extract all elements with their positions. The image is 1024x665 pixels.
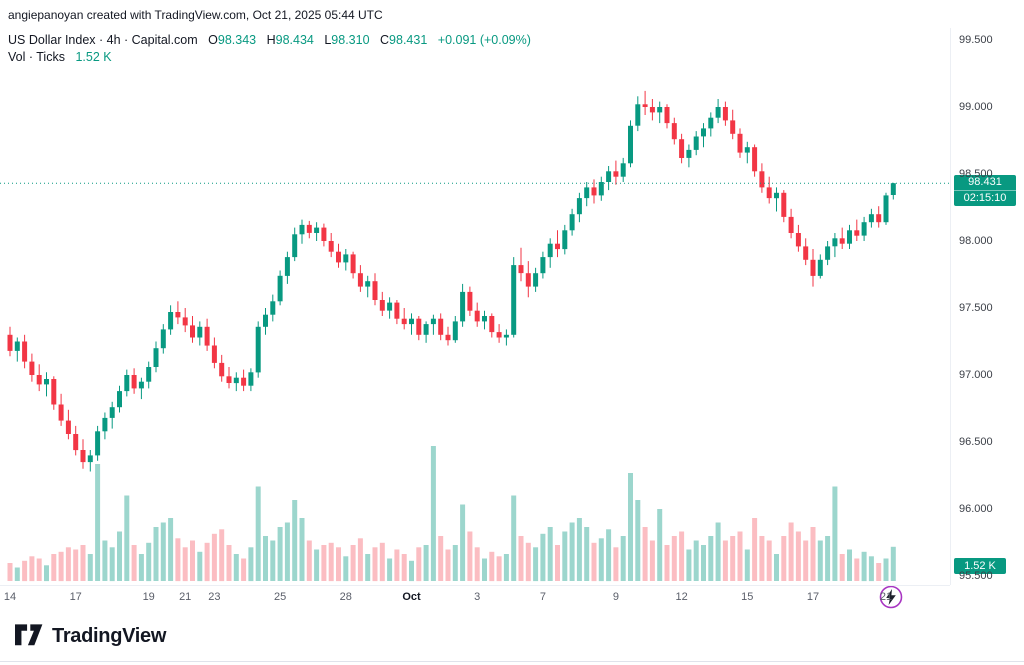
- time-tick-label: 14: [3, 591, 17, 603]
- time-tick-label: 23: [208, 591, 221, 603]
- time-tick-label: 7: [539, 591, 546, 603]
- high-label: H: [266, 33, 276, 47]
- time-tick-label: 17: [806, 591, 820, 603]
- time-tick-label: Oct: [402, 591, 421, 603]
- time-scale[interactable]: 14 17 19 21 23 25 28 Oct 3 7 9 12 15 17 21: [0, 585, 950, 612]
- bottom-divider: [0, 661, 1024, 662]
- price-tick-label: 97.500: [959, 302, 993, 314]
- price-tick-label: 97.000: [959, 369, 993, 381]
- open-value: 98.343: [217, 33, 257, 47]
- volume-scale-badge: 1.52 K: [954, 558, 1006, 574]
- lightning-icon[interactable]: [879, 585, 903, 609]
- last-price-badge: 98.431 02:15:10: [954, 175, 1016, 207]
- time-tick-label: 25: [273, 591, 287, 603]
- last-price-value: 98.431: [954, 175, 1016, 191]
- symbol-title[interactable]: US Dollar Index · 4h · Capital.com: [8, 33, 198, 47]
- attribution-text: angiepanoyan created with TradingView.co…: [8, 8, 383, 22]
- time-tick-label: 9: [612, 591, 619, 603]
- time-tick-label: 15: [741, 591, 754, 603]
- price-tick-label: 96.500: [959, 436, 993, 448]
- price-tick-label: 99.500: [959, 34, 993, 46]
- low-value: 98.310: [331, 33, 370, 47]
- close-value: 98.431: [389, 33, 428, 47]
- time-tick-label: 28: [339, 591, 352, 603]
- open-label: O: [208, 33, 218, 47]
- time-tick-label: 21: [179, 591, 192, 603]
- high-value: 98.434: [275, 33, 314, 47]
- price-tick-label: 99.000: [959, 101, 993, 113]
- bar-countdown: 02:15:10: [954, 190, 1016, 207]
- time-tick-label: 17: [69, 591, 82, 603]
- tradingview-wordmark: TradingView: [52, 625, 167, 647]
- low-label: L: [324, 33, 332, 47]
- close-label: C: [380, 33, 390, 47]
- volume-value: 1.52 K: [75, 50, 112, 64]
- time-tick-label: 19: [142, 591, 155, 603]
- price-tick-label: 96.000: [959, 503, 993, 515]
- time-tick-label: 12: [675, 591, 688, 603]
- chart-legend: US Dollar Index · 4h · Capital.com O98.3…: [8, 32, 531, 66]
- tradingview-logo[interactable]: TradingView: [15, 622, 166, 651]
- time-tick-label: 3: [474, 591, 481, 603]
- price-tick-label: 95.500: [959, 570, 993, 582]
- price-tick-label: 98.000: [959, 235, 993, 247]
- candlestick-chart[interactable]: [0, 28, 950, 585]
- chart-plot[interactable]: US Dollar Index · 4h · Capital.com O98.3…: [0, 28, 950, 609]
- change-value: +0.091 (+0.09%): [437, 33, 531, 47]
- footer-bar: TradingView: [0, 612, 1024, 662]
- price-scale[interactable]: 98.431 02:15:10 1.52 K 99.500 99.000 98.50…: [950, 28, 1024, 585]
- price-tick-label: 98.500: [959, 168, 993, 180]
- volume-label[interactable]: Vol · Ticks: [8, 50, 65, 64]
- tradingview-mark-icon: [15, 622, 44, 651]
- time-tick-label: 21: [879, 591, 893, 603]
